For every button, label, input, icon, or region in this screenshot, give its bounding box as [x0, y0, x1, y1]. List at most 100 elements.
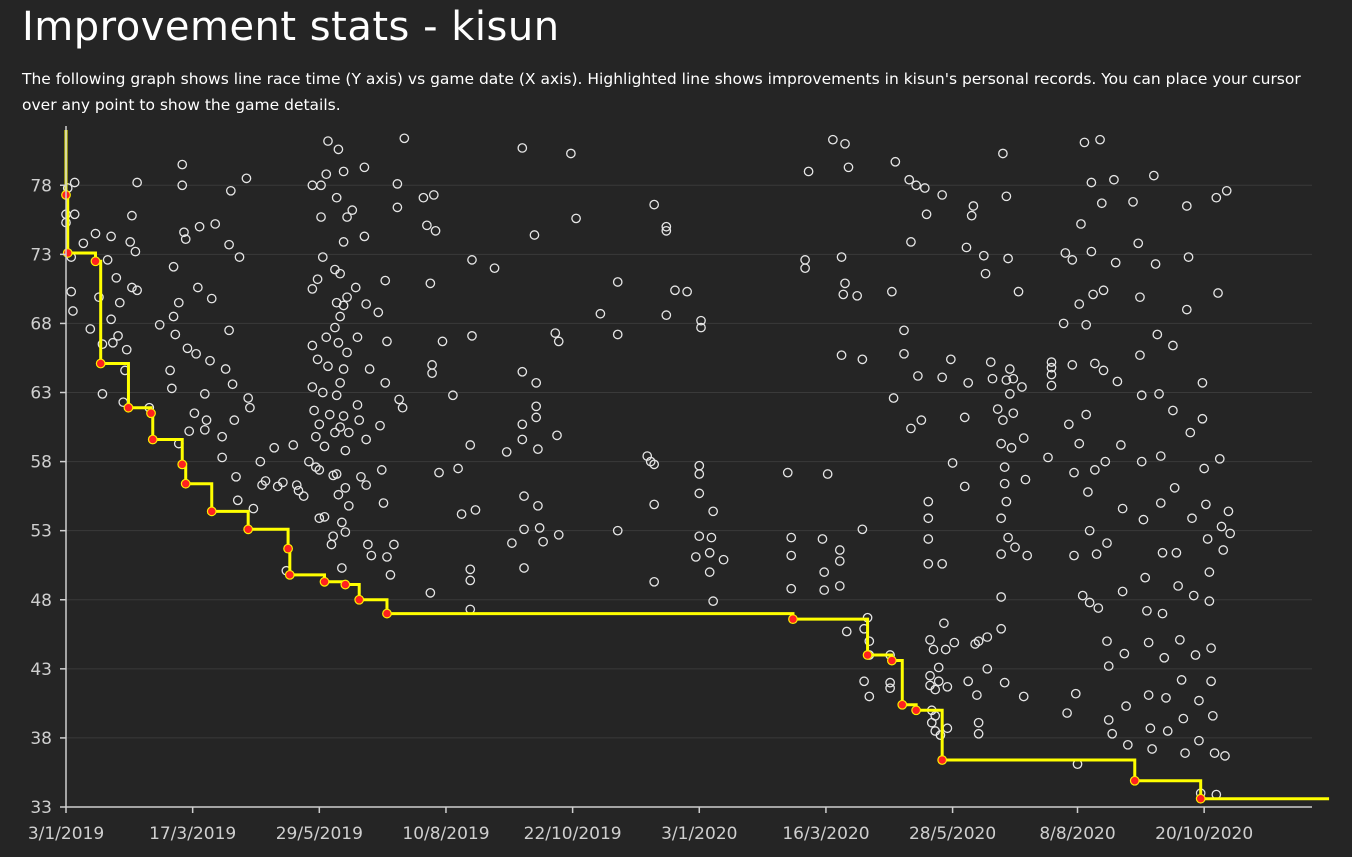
game-point — [335, 311, 345, 322]
game-point — [317, 387, 328, 398]
game-point — [427, 360, 437, 370]
game-point — [517, 366, 528, 377]
game-point — [1046, 362, 1057, 373]
game-point — [132, 285, 142, 296]
game-point — [298, 491, 309, 501]
game-point — [864, 636, 875, 647]
game-point — [428, 190, 439, 200]
game-point — [937, 558, 948, 569]
game-point — [803, 166, 814, 177]
game-point — [340, 445, 351, 456]
game-point — [949, 637, 960, 648]
game-point — [947, 458, 958, 468]
game-point — [1062, 708, 1072, 718]
game-point — [465, 575, 476, 586]
game-point — [1102, 538, 1112, 548]
game-point — [1083, 487, 1093, 497]
game-point — [453, 463, 463, 474]
game-point — [1063, 419, 1074, 430]
game-point — [838, 289, 849, 300]
x-tick-label: 17/3/2019 — [149, 824, 236, 844]
game-point — [534, 523, 545, 533]
game-point — [822, 469, 833, 479]
game-point — [232, 495, 243, 506]
game-point — [980, 268, 991, 279]
game-point — [996, 623, 1007, 634]
y-tick-label: 73 — [30, 245, 52, 265]
game-point — [130, 246, 141, 257]
game-point — [786, 532, 797, 543]
game-point — [328, 531, 339, 542]
game-point — [1133, 238, 1144, 249]
game-point — [864, 691, 875, 702]
game-point — [1074, 299, 1085, 309]
x-tick-label: 20/10/2020 — [1155, 824, 1253, 844]
record-point — [284, 569, 295, 580]
game-point — [338, 237, 349, 247]
game-point — [314, 419, 325, 430]
game-point — [179, 227, 189, 238]
game-point — [102, 255, 113, 265]
game-point — [364, 364, 375, 374]
game-point — [834, 581, 845, 591]
game-point — [373, 307, 384, 318]
game-point — [1201, 499, 1211, 510]
game-point — [899, 325, 909, 336]
game-point — [307, 284, 318, 294]
game-point — [836, 350, 847, 361]
game-point — [97, 389, 108, 399]
record-point — [95, 358, 106, 369]
game-point — [340, 527, 351, 537]
game-point — [885, 683, 895, 694]
game-point — [819, 567, 830, 577]
game-point — [1109, 174, 1119, 185]
game-point — [857, 524, 868, 535]
game-point — [782, 467, 793, 478]
game-point — [361, 299, 372, 309]
game-point — [1110, 257, 1121, 268]
game-point — [324, 409, 335, 420]
game-point — [1181, 304, 1192, 315]
game-point — [1006, 442, 1017, 453]
game-point — [1197, 377, 1208, 388]
game-point — [224, 325, 234, 336]
game-point — [718, 554, 729, 565]
game-point — [985, 357, 996, 367]
game-point — [1117, 586, 1128, 597]
game-point — [843, 162, 854, 173]
game-point — [834, 556, 845, 566]
game-point — [1086, 246, 1097, 257]
game-point — [312, 274, 323, 285]
game-point — [517, 434, 528, 445]
game-point — [694, 469, 705, 479]
game-point — [220, 364, 231, 374]
game-point — [166, 383, 177, 394]
game-point — [973, 728, 984, 739]
game-point — [1168, 340, 1178, 351]
game-point — [288, 440, 299, 450]
game-point — [800, 263, 810, 274]
game-point — [1159, 652, 1170, 663]
game-point — [906, 237, 916, 247]
game-point — [937, 372, 948, 383]
game-point — [840, 138, 850, 149]
record-point — [862, 650, 873, 660]
game-point — [1003, 253, 1013, 264]
game-point — [1121, 701, 1131, 711]
game-point — [260, 476, 271, 486]
game-point — [841, 626, 852, 637]
game-point — [1119, 648, 1130, 659]
game-point — [899, 348, 909, 359]
game-point — [304, 456, 314, 467]
game-point — [999, 677, 1010, 688]
game-point — [352, 332, 363, 343]
game-point — [489, 263, 500, 274]
game-point — [430, 226, 441, 236]
game-point — [224, 239, 234, 250]
game-point — [456, 509, 467, 519]
record-point — [382, 608, 392, 619]
game-point — [114, 297, 125, 308]
game-point — [1207, 710, 1218, 721]
game-point — [1194, 735, 1204, 746]
game-point — [1070, 688, 1081, 699]
